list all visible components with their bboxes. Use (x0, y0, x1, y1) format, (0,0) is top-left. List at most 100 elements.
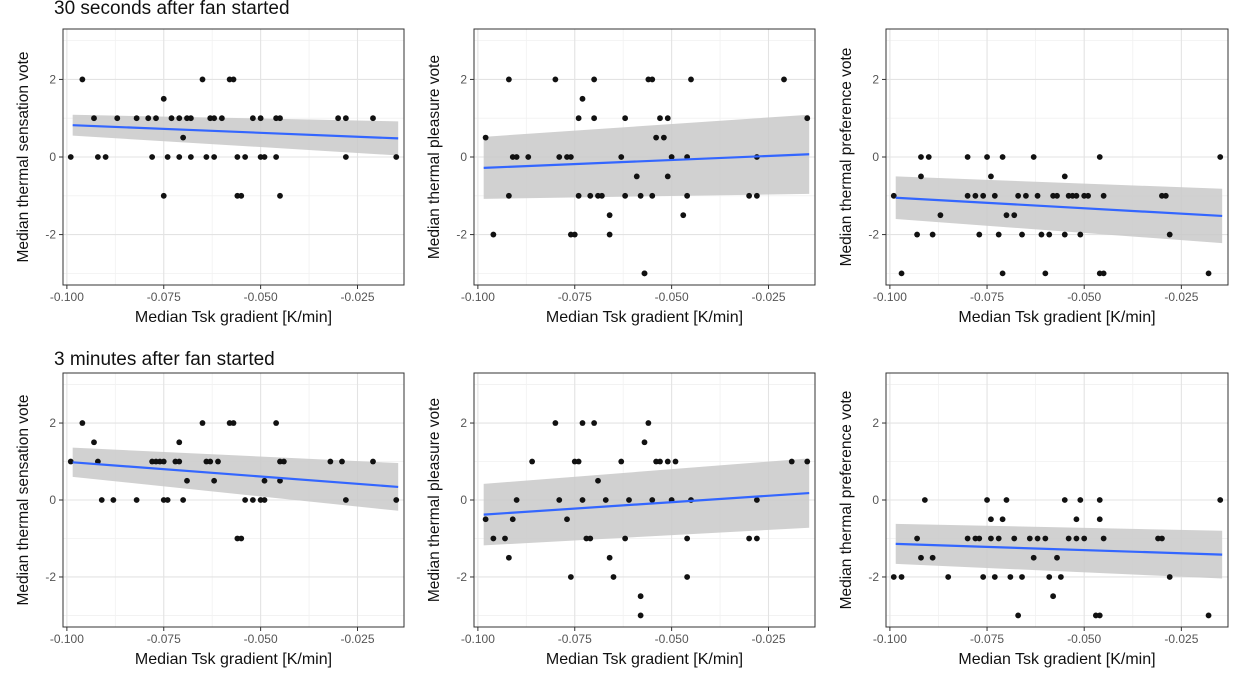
data-point (67, 154, 74, 160)
data-point (513, 497, 520, 503)
x-axis-title: Median Tsk gradient [K/min] (958, 651, 1155, 668)
y-tick-label: -2 (456, 570, 467, 584)
data-point (637, 192, 644, 199)
data-point (199, 420, 206, 426)
data-point (672, 458, 679, 465)
y-tick-label: -2 (45, 228, 56, 242)
data-point (753, 535, 760, 542)
data-point (1073, 535, 1080, 542)
data-point (176, 458, 183, 465)
confidence-band (72, 447, 399, 511)
data-point (898, 574, 905, 580)
data-point (277, 477, 283, 484)
data-point (637, 612, 644, 619)
regression-line (483, 153, 810, 169)
data-point (1217, 497, 1224, 503)
data-point (203, 154, 210, 160)
x-tick-label: -0.025 (340, 290, 374, 304)
data-point (1057, 574, 1064, 580)
data-point (1038, 231, 1045, 238)
data-point (1077, 231, 1084, 238)
data-point (575, 192, 582, 199)
regression-line (483, 491, 810, 516)
data-point (641, 270, 648, 277)
data-point (1046, 574, 1053, 580)
data-point (781, 76, 787, 83)
y-tick-label: -2 (45, 570, 56, 584)
data-point (180, 497, 187, 503)
data-point (567, 574, 574, 580)
data-point (249, 115, 256, 122)
x-tick-label: -0.025 (340, 632, 374, 646)
data-point (921, 497, 928, 503)
data-point (342, 497, 349, 503)
data-point (1003, 212, 1010, 219)
data-point (746, 192, 753, 199)
data-point (261, 477, 268, 484)
data-point (937, 212, 944, 219)
x-tick-label: -0.050 (655, 290, 689, 304)
data-point (1073, 192, 1080, 199)
data-point (1217, 154, 1224, 160)
data-point (277, 115, 283, 122)
data-point (509, 516, 516, 523)
data-point (490, 535, 497, 542)
data-point (649, 497, 656, 503)
data-point (133, 497, 140, 503)
data-point (525, 154, 532, 160)
y-tick-label: 0 (460, 493, 467, 507)
x-tick-label: -0.025 (751, 290, 785, 304)
data-point (984, 497, 990, 503)
data-point (664, 173, 671, 180)
x-tick-label: -0.075 (558, 632, 592, 646)
data-point (242, 154, 249, 160)
data-point (595, 477, 601, 484)
x-tick-label: -0.100 (461, 290, 495, 304)
data-point (1166, 574, 1173, 580)
data-point (280, 458, 287, 465)
data-point (579, 420, 586, 426)
data-point (575, 458, 582, 465)
data-point (149, 154, 156, 160)
data-point (513, 154, 520, 160)
data-point (622, 192, 629, 199)
data-point (964, 535, 971, 542)
data-point (207, 458, 214, 465)
data-point (342, 115, 349, 122)
data-point (164, 154, 171, 160)
data-point (114, 115, 121, 122)
data-point (976, 535, 983, 542)
data-point (242, 497, 249, 503)
confidence-band (895, 176, 1223, 244)
data-point (914, 535, 920, 542)
data-point (684, 192, 691, 199)
panel-row1-thermal-preference: -0.100 -0.075 -0.050 -0.025 -2 0 2 Median Tsk g… (838, 28, 1229, 326)
data-point (79, 420, 86, 426)
confidence-band (483, 114, 810, 199)
regression-line (895, 196, 1223, 218)
data-point (579, 497, 586, 503)
data-point (505, 554, 512, 561)
data-point (1162, 192, 1169, 199)
data-point (370, 458, 376, 465)
data-point (914, 231, 920, 238)
data-point (645, 420, 652, 426)
data-point (618, 154, 625, 160)
data-point (668, 154, 675, 160)
y-tick-label: 0 (872, 493, 879, 507)
data-point (91, 115, 97, 122)
data-point (1073, 516, 1080, 523)
data-point (995, 535, 1002, 542)
data-point (1096, 497, 1103, 503)
data-point (1011, 212, 1018, 219)
panel-row1-thermal-pleasure: -0.100 -0.075 -0.050 -0.025 -2 0 2 Median Tsk g… (426, 28, 816, 326)
data-point (964, 154, 971, 160)
data-point (133, 115, 140, 122)
data-point (176, 439, 183, 446)
data-point (972, 192, 979, 199)
x-tick-label: -0.075 (147, 290, 181, 304)
data-point (602, 497, 609, 503)
data-point (1205, 270, 1212, 277)
x-tick-label: -0.025 (1164, 290, 1198, 304)
